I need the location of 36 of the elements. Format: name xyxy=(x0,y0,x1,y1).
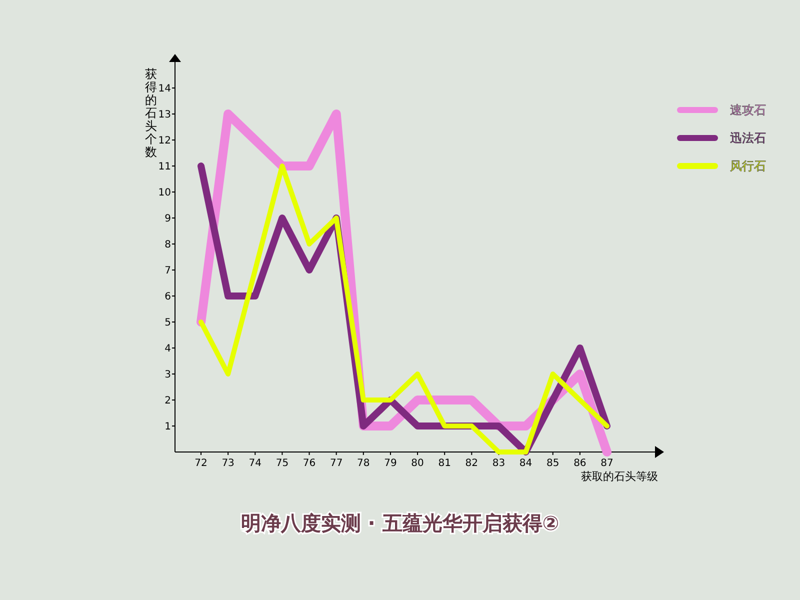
x-axis-title: 获取的石头等级 xyxy=(581,470,658,483)
y-tick-label: 10 xyxy=(158,188,171,198)
x-tick-label: 79 xyxy=(384,458,397,469)
x-tick-label: 78 xyxy=(357,458,370,469)
y-tick-label: 8 xyxy=(164,240,171,250)
y-tick-label: 6 xyxy=(164,292,171,302)
x-tick-label: 83 xyxy=(492,458,506,469)
y-tick-label: 9 xyxy=(164,214,171,224)
x-tick-label: 85 xyxy=(546,458,560,469)
x-tick-label: 87 xyxy=(600,458,614,469)
x-tick-label: 74 xyxy=(248,458,262,469)
x-tick-label: 76 xyxy=(302,458,316,469)
x-tick-label: 86 xyxy=(574,458,586,469)
legend-label: 迅法石 xyxy=(730,131,766,146)
y-tick-label: 12 xyxy=(158,136,171,146)
text: 明净八度实测 · 五蕴光华开启获得② xyxy=(240,511,560,535)
y-tick-label: 1 xyxy=(164,422,171,432)
x-tick-label: 81 xyxy=(438,458,451,469)
x-tick-label: 82 xyxy=(465,458,478,469)
y-tick-label: 5 xyxy=(164,318,171,328)
legend-label: 速攻石 xyxy=(730,103,766,118)
x-tick-label: 75 xyxy=(276,458,289,469)
x-tick-label: 84 xyxy=(519,458,532,469)
x-tick-label: 73 xyxy=(222,458,234,469)
y-tick-label: 13 xyxy=(158,110,171,120)
y-tick-label: 14 xyxy=(158,84,171,94)
x-tick-label: 80 xyxy=(411,458,424,469)
y-tick-label: 7 xyxy=(164,266,171,276)
y-tick-label: 3 xyxy=(164,370,171,380)
y-tick-label: 4 xyxy=(164,344,171,354)
x-tick-label: 77 xyxy=(330,458,343,469)
y-axis-title: 获得的石头个数 xyxy=(145,67,157,159)
legend-label: 风行石 xyxy=(730,159,766,174)
y-tick-label: 2 xyxy=(164,396,171,406)
y-tick-label: 11 xyxy=(158,162,171,172)
x-tick-label: 72 xyxy=(194,458,208,469)
